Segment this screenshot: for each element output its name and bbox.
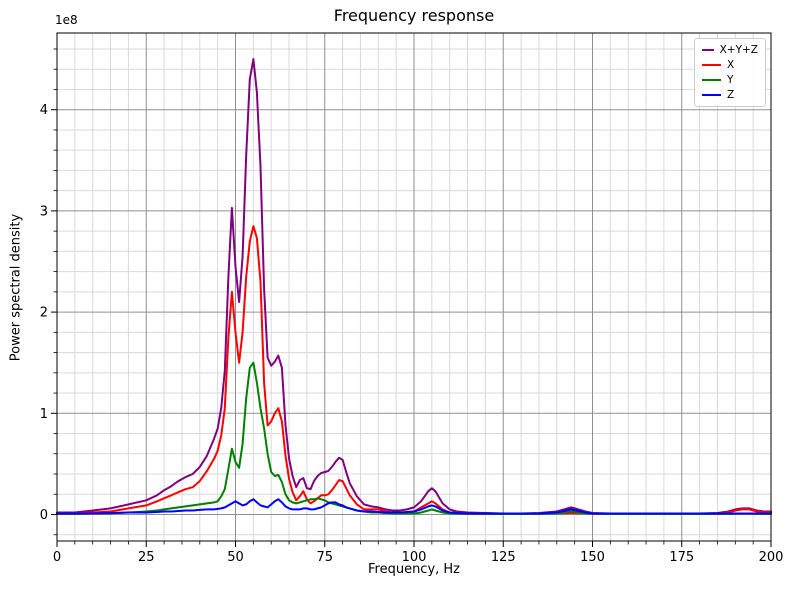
legend-line-swatch — [702, 79, 721, 81]
y-offset-label: 1e8 — [55, 13, 78, 27]
legend-item-X+Y+Z: X+Y+Z — [702, 44, 758, 56]
legend-line-swatch — [702, 64, 721, 66]
legend-item-Y: Y — [702, 74, 758, 86]
x-tick-label: 50 — [227, 550, 244, 565]
legend-label: Z — [727, 89, 735, 101]
legend-line-swatch — [702, 94, 721, 96]
x-tick-label: 0 — [53, 550, 61, 565]
x-tick-label: 150 — [580, 550, 605, 565]
x-axis-label: Frequency, Hz — [367, 562, 461, 577]
x-tick-label: 75 — [316, 550, 333, 565]
legend-line-swatch — [702, 49, 714, 51]
y-tick-label: 2 — [40, 306, 48, 321]
legend-item-X: X — [702, 59, 758, 71]
legend: X+Y+Z X Y Z — [694, 38, 766, 107]
y-tick-label: 1 — [40, 407, 48, 422]
x-tick-label: 200 — [759, 550, 784, 565]
y-tick-label: 4 — [40, 103, 48, 118]
series-line-X+Y+Z — [56, 58, 772, 515]
y-tick-label: 3 — [40, 204, 48, 219]
legend-label: X+Y+Z — [719, 44, 758, 56]
x-tick-label: 175 — [669, 550, 694, 565]
x-tick-label: 125 — [491, 550, 516, 565]
legend-label: Y — [727, 74, 734, 86]
series-line-Z — [56, 498, 772, 515]
x-tick-label: 100 — [402, 550, 427, 565]
legend-label: X — [727, 59, 735, 71]
x-tick-label: 25 — [138, 550, 155, 565]
chart-title: Frequency response — [333, 6, 495, 25]
y-axis-label: Power spectral density — [8, 213, 24, 362]
y-tick-label: 0 — [40, 508, 48, 523]
legend-item-Z: Z — [702, 89, 758, 101]
